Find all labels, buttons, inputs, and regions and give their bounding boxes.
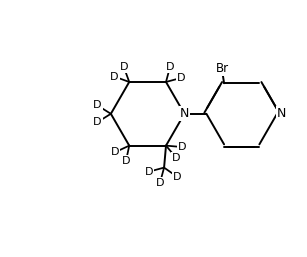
Text: D: D: [145, 167, 153, 177]
Text: N: N: [180, 107, 189, 120]
Text: D: D: [120, 62, 128, 72]
Text: D: D: [177, 142, 186, 152]
Text: D: D: [156, 178, 164, 188]
Text: D: D: [110, 71, 119, 81]
Text: N: N: [277, 107, 286, 120]
Text: D: D: [172, 153, 181, 163]
Text: D: D: [177, 73, 185, 83]
Text: D: D: [93, 117, 102, 127]
Text: Br: Br: [216, 62, 229, 75]
Text: D: D: [173, 172, 181, 182]
Text: D: D: [93, 100, 102, 111]
Text: D: D: [166, 62, 174, 72]
Text: D: D: [122, 156, 130, 166]
Text: D: D: [111, 147, 119, 157]
